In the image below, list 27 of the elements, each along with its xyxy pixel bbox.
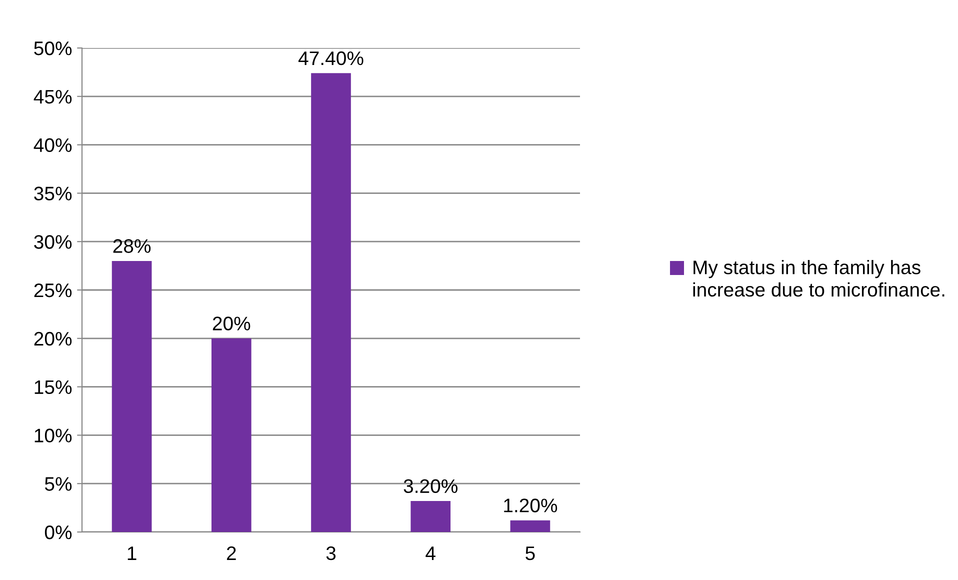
- y-tick-label: 0%: [44, 525, 72, 540]
- y-tick-label: 10%: [34, 428, 72, 442]
- x-tick-label: 5: [526, 546, 535, 560]
- bar: [211, 338, 252, 532]
- y-tick-label: 20%: [34, 332, 72, 346]
- bar: [510, 520, 550, 532]
- y-tick-label: 30%: [34, 235, 72, 249]
- data-label: 1.20%: [504, 498, 558, 512]
- y-tick-label: 35%: [34, 186, 72, 200]
- y-tick-label: 40%: [34, 138, 72, 152]
- y-tick-label: 5%: [44, 477, 72, 491]
- bar: [410, 501, 451, 532]
- y-tick-label: 15%: [34, 380, 72, 394]
- bar: [112, 260, 152, 532]
- data-label: 47.40%: [298, 51, 364, 66]
- bar: [311, 73, 351, 532]
- data-label: 20%: [212, 316, 250, 330]
- legend-label: My status in the family has increase due to microfinance.: [693, 260, 944, 297]
- x-tick-label: 2: [226, 546, 236, 560]
- x-tick-label: 4: [426, 546, 436, 560]
- y-tick-label: 50%: [34, 41, 72, 56]
- y-tick-label: 45%: [34, 90, 72, 104]
- y-tick-label: 25%: [34, 283, 72, 298]
- x-tick-label: 3: [326, 546, 336, 560]
- x-tick-label: 1: [128, 546, 136, 560]
- data-label: 28%: [113, 239, 151, 253]
- data-label: 3.20%: [404, 479, 458, 494]
